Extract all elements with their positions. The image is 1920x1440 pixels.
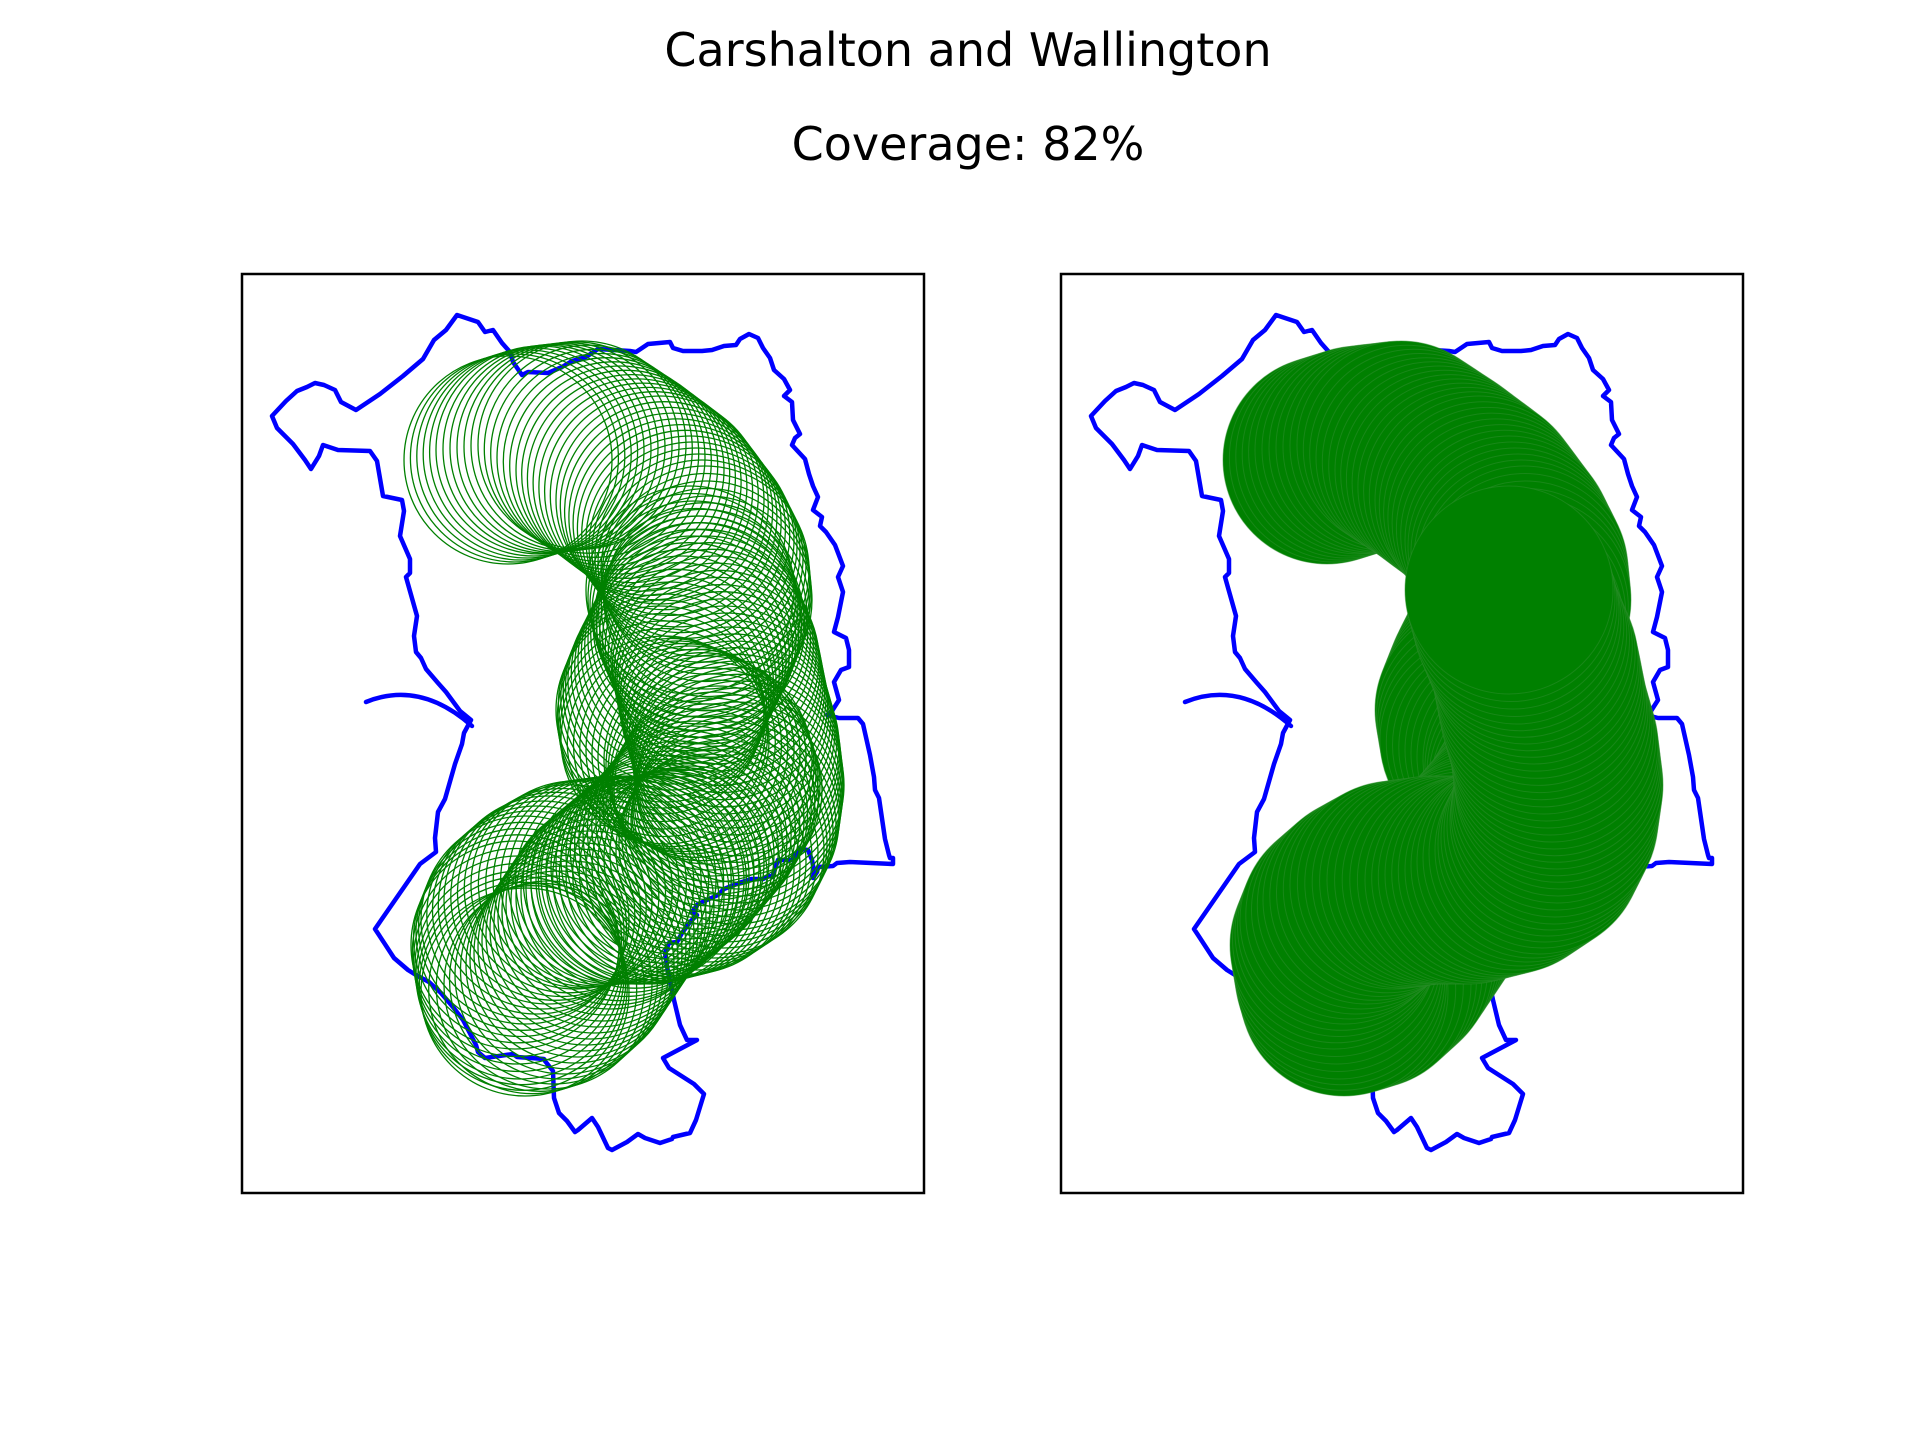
- coverage-circle: [578, 735, 788, 945]
- coverage-circle: [403, 355, 613, 565]
- coverage-circle: [611, 562, 822, 772]
- coverage-circle: [572, 418, 782, 628]
- coverage-circle: [582, 730, 792, 940]
- coverage-circle: [603, 753, 813, 963]
- coverage-circle: [431, 805, 642, 1015]
- coverage-circle: [578, 767, 788, 977]
- coverage-circle: [593, 515, 803, 725]
- coverage-circle: [598, 709, 809, 919]
- coverage-circle: [565, 770, 775, 980]
- coverage-circle: [601, 535, 812, 745]
- coverage-circle: [626, 626, 836, 836]
- coverage-circle: [587, 492, 797, 703]
- coverage-circle: [585, 765, 795, 975]
- coverage-circle: [602, 703, 812, 913]
- coverage-circle: [579, 642, 789, 853]
- coverage-circle: [614, 576, 824, 787]
- coverage-circle: [463, 784, 673, 994]
- coverage-circle: [567, 575, 777, 785]
- map-panel-filled: [1059, 272, 1745, 1195]
- coverage-fill: [1222, 340, 1664, 1097]
- boundary-arc: [363, 692, 475, 729]
- coverage-circle: [613, 569, 823, 779]
- coverage-circle: [597, 757, 807, 967]
- coverage-circle: [560, 593, 770, 803]
- coverage-circle: [589, 500, 799, 710]
- coverage-circle: [610, 555, 820, 765]
- coverage-circle: [526, 373, 737, 584]
- coverage-circle: [521, 369, 731, 579]
- coverage-circle: [426, 810, 636, 1020]
- coverage-circle: [483, 344, 693, 554]
- coverage-circle: [420, 887, 630, 1097]
- coverage-circle: [604, 542, 814, 752]
- coverage-circle: [489, 824, 699, 1034]
- coverage-circle: [599, 528, 809, 738]
- coverage-circle: [618, 739, 828, 949]
- coverage-circle: [443, 795, 653, 1005]
- coverage-circle: [591, 648, 801, 858]
- map-panel-outline-circles: [240, 272, 926, 1195]
- coverage-circle: [632, 701, 842, 911]
- coverage-circles: [403, 340, 845, 1097]
- coverage-disk: [1404, 485, 1614, 695]
- coverage-circle: [428, 885, 638, 1095]
- coverage-circle: [558, 772, 768, 982]
- coverage-circle: [477, 842, 687, 1052]
- coverage-circle: [515, 365, 725, 575]
- coverage-circle: [634, 687, 844, 897]
- figure-title: Carshalton and Wallington: [664, 23, 1271, 77]
- coverage-circle: [570, 568, 780, 778]
- boundary-arc: [1182, 692, 1294, 729]
- coverage-circle: [417, 821, 628, 1031]
- coverage-subtitle: Coverage: 82%: [792, 117, 1145, 171]
- coverage-circle: [415, 827, 625, 1038]
- coverage-circle: [576, 423, 787, 634]
- coverage-circle: [600, 502, 810, 712]
- coverage-circle: [552, 773, 762, 983]
- coverage-circle: [633, 694, 843, 904]
- coverage-circle: [596, 522, 806, 732]
- coverage-circle: [615, 745, 825, 955]
- coverage-circle: [450, 791, 660, 1001]
- coverage-circle: [585, 485, 795, 695]
- coverage-circle: [420, 815, 630, 1025]
- coverage-circle: [591, 507, 801, 718]
- coverage-circle: [477, 340, 687, 550]
